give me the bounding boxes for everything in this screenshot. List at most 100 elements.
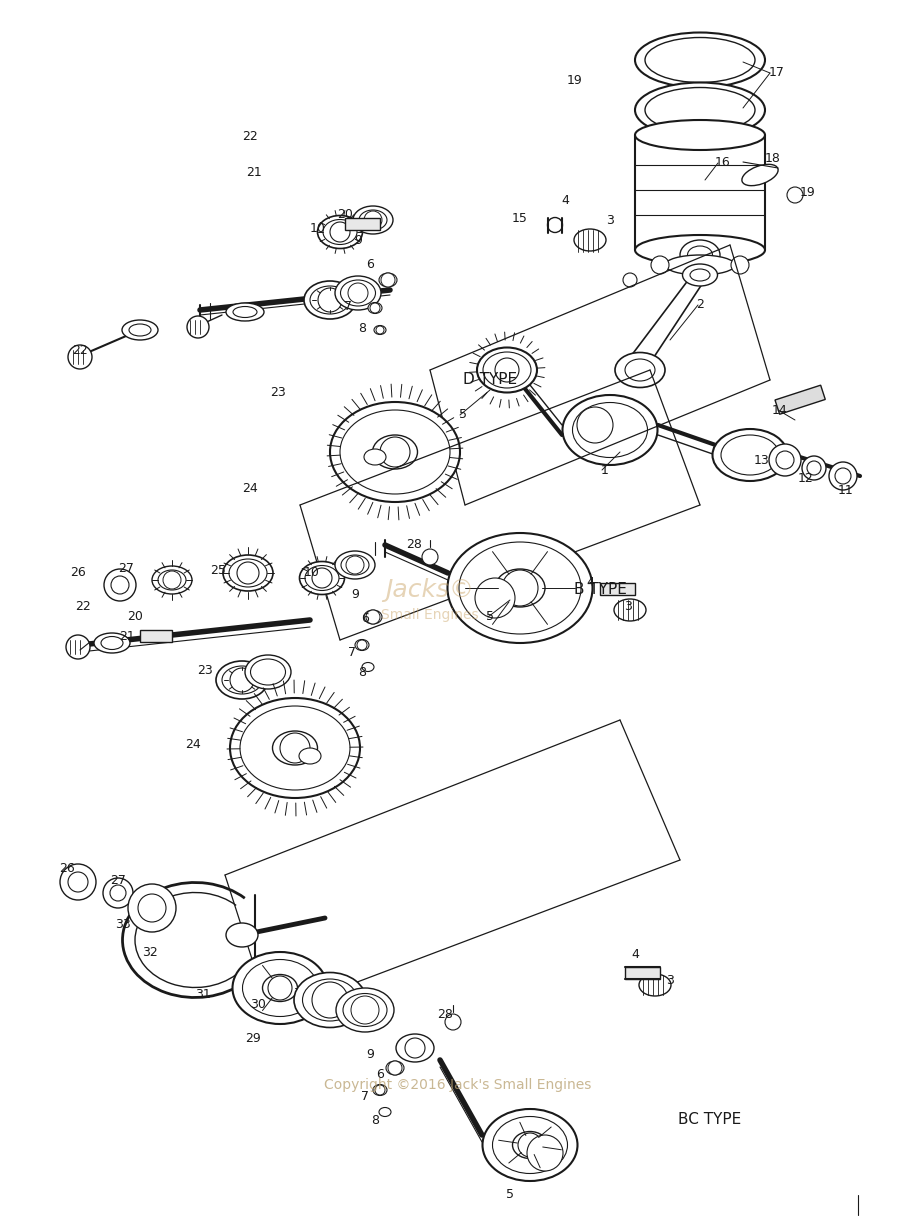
Ellipse shape xyxy=(651,256,669,274)
Circle shape xyxy=(388,1061,402,1075)
Ellipse shape xyxy=(635,33,765,88)
Ellipse shape xyxy=(330,403,460,501)
Ellipse shape xyxy=(495,569,545,608)
Circle shape xyxy=(405,1038,425,1058)
Ellipse shape xyxy=(386,1061,404,1075)
Ellipse shape xyxy=(645,38,755,83)
Text: 12: 12 xyxy=(798,471,814,484)
Ellipse shape xyxy=(101,637,123,649)
Ellipse shape xyxy=(250,659,286,684)
Bar xyxy=(775,386,825,415)
Ellipse shape xyxy=(340,410,450,494)
Text: 28: 28 xyxy=(437,1009,453,1021)
Text: 19: 19 xyxy=(567,73,583,87)
Text: 14: 14 xyxy=(772,404,788,416)
Circle shape xyxy=(380,437,410,467)
Ellipse shape xyxy=(233,306,257,317)
Text: 30: 30 xyxy=(250,998,266,1011)
Ellipse shape xyxy=(379,273,397,287)
Text: 28: 28 xyxy=(406,538,422,551)
Text: 27: 27 xyxy=(118,561,134,575)
Text: 26: 26 xyxy=(71,566,86,578)
Text: 21: 21 xyxy=(119,631,135,643)
Ellipse shape xyxy=(335,276,381,310)
Ellipse shape xyxy=(493,1116,568,1174)
Circle shape xyxy=(835,468,851,484)
Ellipse shape xyxy=(396,1035,434,1061)
Circle shape xyxy=(163,571,181,589)
Ellipse shape xyxy=(635,120,765,150)
Text: 11: 11 xyxy=(838,483,854,497)
Text: 6: 6 xyxy=(376,1069,384,1081)
Text: 9: 9 xyxy=(351,588,359,601)
Text: 24: 24 xyxy=(242,482,258,494)
Ellipse shape xyxy=(341,555,369,575)
Circle shape xyxy=(375,1085,385,1096)
Ellipse shape xyxy=(364,610,382,623)
Circle shape xyxy=(802,456,826,479)
Text: 23: 23 xyxy=(270,386,286,399)
Ellipse shape xyxy=(635,83,765,138)
Circle shape xyxy=(357,640,367,650)
Circle shape xyxy=(807,461,821,475)
Circle shape xyxy=(502,570,538,606)
Text: 5: 5 xyxy=(506,1188,514,1202)
Ellipse shape xyxy=(343,993,387,1026)
Text: 33: 33 xyxy=(115,917,131,931)
Ellipse shape xyxy=(373,436,418,468)
Text: 7: 7 xyxy=(344,300,352,314)
Circle shape xyxy=(518,1133,542,1157)
Circle shape xyxy=(445,1014,461,1030)
Ellipse shape xyxy=(233,952,328,1024)
Ellipse shape xyxy=(230,698,360,798)
Text: 3: 3 xyxy=(624,600,632,614)
Ellipse shape xyxy=(690,268,710,281)
Ellipse shape xyxy=(639,974,671,996)
Ellipse shape xyxy=(226,924,258,947)
Ellipse shape xyxy=(336,988,394,1032)
Ellipse shape xyxy=(294,972,366,1027)
Circle shape xyxy=(128,884,176,932)
Text: 9: 9 xyxy=(354,233,362,246)
Text: 8: 8 xyxy=(371,1114,379,1126)
Ellipse shape xyxy=(245,655,291,689)
Text: 22: 22 xyxy=(72,344,88,356)
Text: D TYPE: D TYPE xyxy=(463,372,517,388)
Ellipse shape xyxy=(299,748,321,764)
Text: 4: 4 xyxy=(562,194,569,206)
Ellipse shape xyxy=(615,353,665,388)
Text: 5: 5 xyxy=(486,610,494,623)
Circle shape xyxy=(110,884,126,902)
Text: 4: 4 xyxy=(586,576,594,588)
Circle shape xyxy=(68,345,92,368)
Circle shape xyxy=(527,1135,563,1171)
Ellipse shape xyxy=(614,599,646,621)
Circle shape xyxy=(60,864,96,900)
Text: 5: 5 xyxy=(459,409,467,421)
Ellipse shape xyxy=(359,210,387,231)
Text: 7: 7 xyxy=(361,1091,369,1104)
Circle shape xyxy=(348,283,368,303)
Text: 2: 2 xyxy=(696,299,703,311)
Ellipse shape xyxy=(243,959,318,1016)
Ellipse shape xyxy=(240,706,350,791)
Ellipse shape xyxy=(223,555,273,590)
Text: 6: 6 xyxy=(366,259,374,272)
Text: 13: 13 xyxy=(754,454,769,466)
Text: 29: 29 xyxy=(245,1031,261,1044)
Ellipse shape xyxy=(158,570,186,590)
Text: 20: 20 xyxy=(127,610,143,623)
Text: 10: 10 xyxy=(304,566,320,580)
Circle shape xyxy=(312,569,332,588)
Text: 21: 21 xyxy=(246,166,262,179)
Circle shape xyxy=(769,444,801,476)
Circle shape xyxy=(370,303,380,314)
Ellipse shape xyxy=(373,1085,387,1096)
Circle shape xyxy=(330,222,350,242)
Ellipse shape xyxy=(272,731,318,765)
Circle shape xyxy=(381,273,395,287)
Text: 8: 8 xyxy=(358,322,366,334)
Ellipse shape xyxy=(459,542,581,634)
Text: BC TYPE: BC TYPE xyxy=(679,1113,742,1127)
Circle shape xyxy=(280,733,310,762)
